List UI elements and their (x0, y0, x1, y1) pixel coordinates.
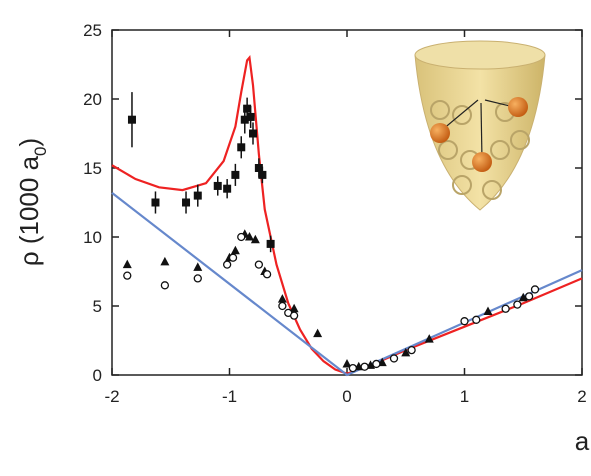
inset-trap (414, 40, 546, 211)
x-tick-label: -1 (222, 387, 237, 406)
triangle-point (230, 245, 240, 255)
square-point (243, 104, 252, 113)
x-axis-label: a (575, 426, 590, 456)
circle-point (254, 260, 264, 269)
triangle-point (289, 303, 299, 313)
triangle-point (193, 262, 203, 271)
circle-point (289, 311, 299, 320)
x-tick-label: 1 (460, 387, 469, 406)
triangle-point (250, 234, 260, 244)
square-point (246, 112, 255, 121)
curve (111, 191, 583, 377)
y-tick-label: 10 (83, 228, 102, 247)
circle-point (530, 285, 540, 294)
y-tick-label: 5 (93, 297, 102, 316)
x-tick-label: 0 (342, 387, 351, 406)
circle-point (389, 354, 399, 363)
triangle-point (277, 294, 287, 303)
square-point (240, 115, 249, 124)
circle-point (348, 363, 358, 373)
circle-point (513, 300, 522, 309)
circle-point (160, 281, 170, 290)
circle-point (460, 317, 469, 326)
square-point (249, 129, 257, 138)
square-point (237, 143, 246, 152)
triangle-point (518, 292, 528, 302)
square-point (151, 198, 160, 207)
circle-point (278, 301, 287, 311)
y-tick-label: 25 (83, 21, 102, 40)
y-tick-label: 20 (83, 90, 102, 109)
square-point (231, 170, 240, 179)
triangle-point (122, 259, 132, 269)
circle-point (501, 304, 510, 313)
square-point (213, 181, 222, 190)
triangle-point (424, 334, 434, 343)
circle-point (237, 232, 246, 242)
circle-point (262, 270, 272, 279)
square-point (223, 184, 232, 193)
square-point (266, 239, 275, 248)
y-tick-label: 15 (83, 159, 102, 178)
triangle-point (160, 256, 170, 266)
triangle-point (401, 347, 411, 357)
circle-point (407, 346, 416, 355)
triangle-point (483, 306, 493, 316)
triangle-point (313, 328, 323, 338)
x-tick-label: -2 (104, 387, 119, 406)
triangle-point (342, 358, 352, 368)
circle-point (472, 315, 481, 324)
circle-point (372, 359, 381, 369)
circle-point (360, 362, 369, 371)
square-point (254, 164, 263, 172)
circle-point (228, 253, 238, 262)
y-tick-label: 0 (93, 366, 102, 385)
y-axis-label: ρ (1000 a0) (14, 138, 50, 266)
circle-point (193, 274, 202, 283)
square-point (127, 115, 136, 124)
triangle-point (244, 232, 254, 241)
circle-point (524, 292, 534, 301)
circle-point (123, 271, 132, 280)
square-point (182, 198, 191, 207)
x-tick-label: 2 (577, 387, 586, 406)
circle-point (222, 260, 232, 269)
square-point (193, 191, 202, 200)
square-point (258, 170, 267, 179)
